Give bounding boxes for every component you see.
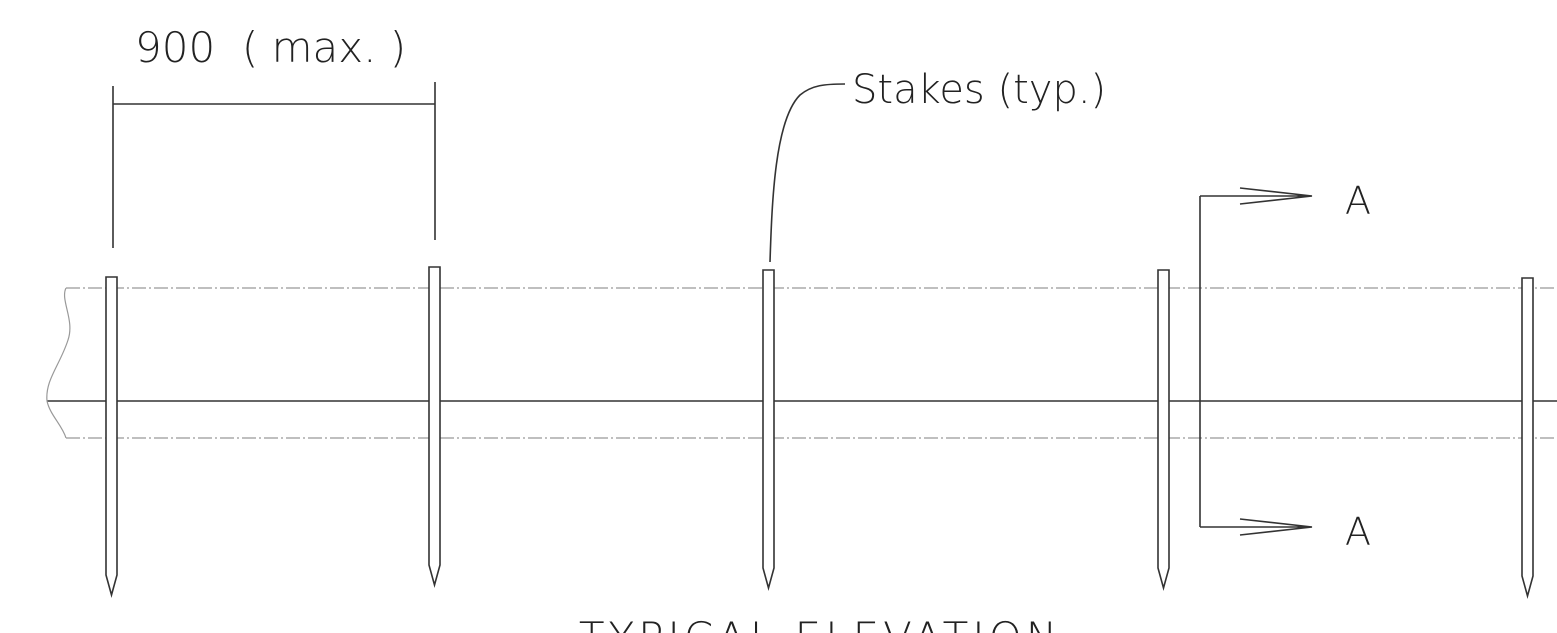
section-label: A (1345, 510, 1371, 554)
stake (1157, 269, 1170, 592)
leader-line (769, 83, 846, 263)
break-line (46, 287, 71, 439)
section-arrow (1239, 518, 1313, 536)
section-label: A (1345, 179, 1371, 223)
section-arrow (1239, 187, 1313, 205)
stake (762, 269, 775, 592)
section-line (1199, 195, 1240, 528)
stake (1521, 277, 1534, 600)
stake (428, 266, 441, 589)
dimension-line (112, 82, 436, 248)
stakes (105, 266, 1534, 600)
drawing-title: TYPICAL ELEVATION (579, 613, 1061, 633)
callout-label: Stakes (typ.) (852, 67, 1106, 113)
dimension-label: 900 ( max. ) (135, 23, 406, 72)
stake (105, 276, 118, 599)
rail-edge (66, 287, 1557, 439)
